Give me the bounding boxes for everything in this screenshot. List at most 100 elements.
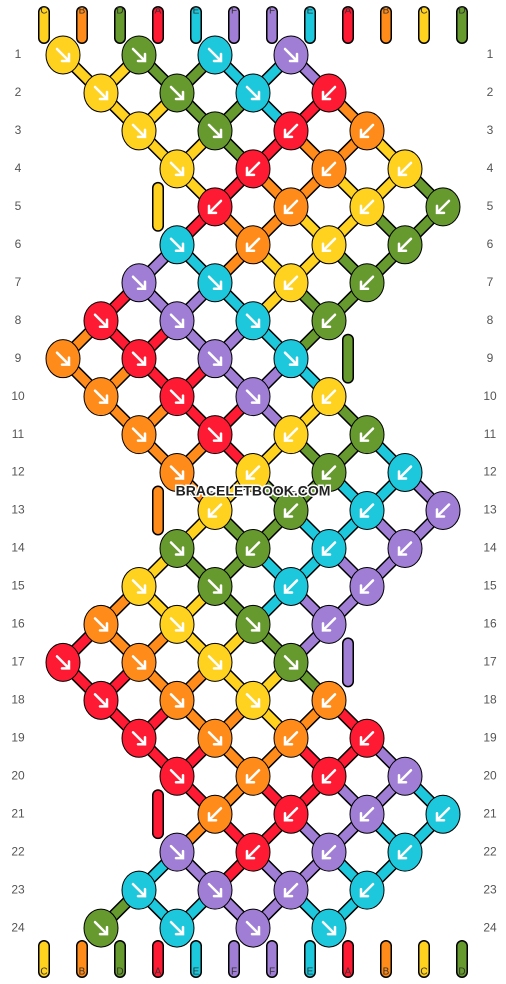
knot-arrow (359, 427, 375, 442)
knot-arrow (245, 844, 261, 860)
row-number: 8 (15, 313, 22, 327)
knot-arrow (397, 768, 413, 784)
strand-label: E (307, 967, 314, 978)
knot-arrow (207, 427, 223, 442)
knot-arrow (321, 465, 337, 480)
row-number: 2 (487, 85, 494, 99)
knot-arrow (435, 199, 451, 215)
strand-label: B (79, 967, 86, 978)
knot-arrow (131, 427, 147, 442)
knot-arrow (359, 579, 375, 594)
knot-arrow (321, 85, 337, 101)
strand-label: F (269, 6, 275, 17)
knot-arrow (169, 768, 185, 784)
knot-arrow (93, 693, 109, 708)
row-number: 14 (483, 541, 497, 555)
knot-arrow (283, 806, 299, 822)
knot-arrow (131, 882, 147, 898)
knot-arrow (93, 389, 109, 404)
row-number: 18 (483, 692, 497, 706)
knot-arrow (131, 655, 147, 670)
row-number: 20 (11, 768, 25, 782)
knot-arrow (283, 731, 299, 746)
strand-label: D (458, 967, 465, 978)
knot-arrow (283, 882, 299, 898)
row-number: 9 (15, 351, 22, 365)
knot-arrow (321, 237, 337, 253)
row-number: 13 (483, 503, 497, 517)
row-number: 14 (11, 541, 25, 555)
knot-arrow (283, 123, 299, 139)
knot-arrow (245, 389, 261, 404)
knot-arrow (169, 617, 185, 632)
row-number: 23 (483, 882, 497, 896)
knot-arrow (207, 503, 223, 518)
knot-arrow (55, 47, 71, 63)
row-number: 11 (484, 427, 497, 441)
row-number: 15 (483, 579, 497, 593)
strand-label: C (420, 6, 427, 17)
strand-label: C (420, 967, 427, 978)
row-number: 5 (487, 199, 494, 213)
row-number: 8 (487, 313, 494, 327)
strand-label: A (155, 6, 162, 17)
knot-arrow (245, 693, 261, 708)
knot-arrow (245, 465, 261, 480)
row-number: 21 (483, 806, 497, 820)
row-number: 20 (483, 768, 497, 782)
row-number: 7 (15, 275, 22, 289)
row-number: 17 (483, 655, 497, 669)
knot-arrow (169, 541, 185, 556)
row-number: 1 (15, 47, 22, 61)
strand-label: F (231, 6, 237, 17)
strand-label: D (116, 6, 123, 17)
knot-arrow (169, 85, 185, 101)
strand-label: B (79, 6, 86, 17)
knot-arrow (321, 768, 337, 784)
row-number: 3 (15, 123, 22, 137)
knot-arrow (283, 275, 299, 291)
row-number: 12 (483, 465, 497, 479)
knot-arrow (245, 920, 261, 936)
knot-arrow (131, 123, 147, 139)
row-number: 2 (15, 85, 22, 99)
knot-arrow (245, 313, 261, 328)
knot-arrow (321, 161, 337, 177)
knot-arrow (207, 806, 223, 822)
knot-arrow (359, 275, 375, 291)
knot-arrow (207, 655, 223, 670)
knot-arrow (397, 541, 413, 556)
knot-arrow (131, 351, 147, 366)
strand-label: E (193, 6, 200, 17)
strand-label: D (116, 967, 123, 978)
knot-arrow (321, 920, 337, 936)
row-number: 16 (483, 617, 497, 631)
knot-arrow (169, 161, 185, 177)
knot-arrow (131, 731, 147, 746)
row-number: 19 (11, 730, 25, 744)
knot-arrow (321, 541, 337, 556)
knot-arrow (93, 85, 109, 101)
row-number: 10 (11, 389, 25, 403)
knot-arrow (55, 655, 71, 670)
row-number: 21 (11, 806, 25, 820)
row-number: 7 (487, 275, 494, 289)
row-number: 22 (11, 844, 25, 858)
row-number: 17 (11, 655, 25, 669)
row-number: 23 (11, 882, 25, 896)
row-number: 24 (11, 920, 25, 934)
knot-arrow (169, 237, 185, 253)
row-number: 13 (11, 503, 25, 517)
knot-arrow (435, 503, 451, 518)
row-number: 15 (11, 579, 25, 593)
knot-arrow (131, 275, 147, 291)
knot-arrow (169, 465, 185, 480)
knot-arrow (245, 161, 261, 177)
knot-arrow (397, 161, 413, 177)
row-number: 24 (483, 920, 497, 934)
knot-arrow (131, 579, 147, 594)
knot-arrow (93, 617, 109, 632)
knot-arrow (131, 47, 147, 63)
knot-arrow (207, 882, 223, 898)
